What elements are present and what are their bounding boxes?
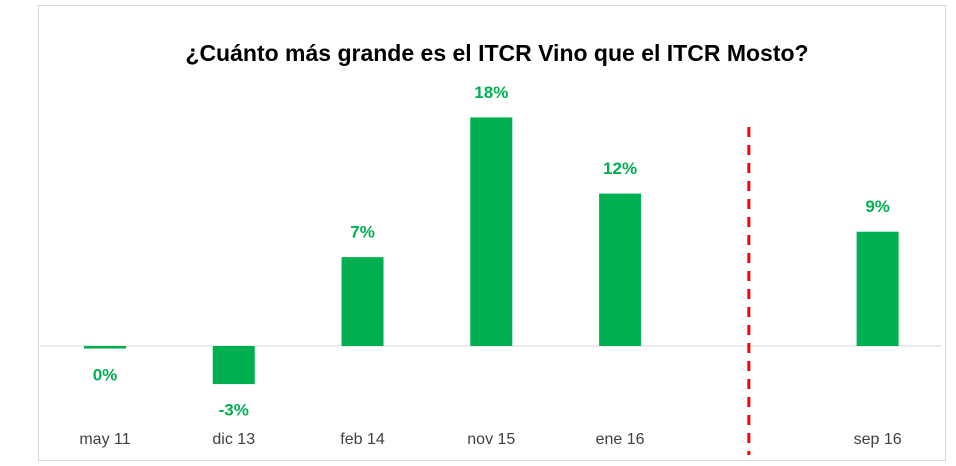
x-tick-label: sep 16	[854, 431, 902, 448]
bar	[856, 231, 899, 346]
data-label: 9%	[865, 197, 890, 216]
bar	[470, 117, 513, 347]
x-tick-label: nov 15	[467, 431, 515, 448]
data-label: -3%	[219, 401, 249, 420]
data-label: 18%	[474, 83, 508, 102]
data-label: 0%	[93, 365, 118, 384]
bar	[599, 193, 642, 346]
data-label: 12%	[603, 159, 637, 178]
data-label: 7%	[350, 223, 375, 242]
x-tick-label: dic 13	[212, 431, 255, 448]
chart-title: ¿Cuánto más grande es el ITCR Vino que e…	[185, 40, 808, 66]
bar	[83, 346, 126, 349]
bar	[212, 346, 255, 385]
bar	[341, 257, 384, 346]
x-tick-label: feb 14	[340, 431, 385, 448]
x-tick-label: may 11	[79, 431, 130, 448]
x-tick-label: ene 16	[596, 431, 645, 448]
